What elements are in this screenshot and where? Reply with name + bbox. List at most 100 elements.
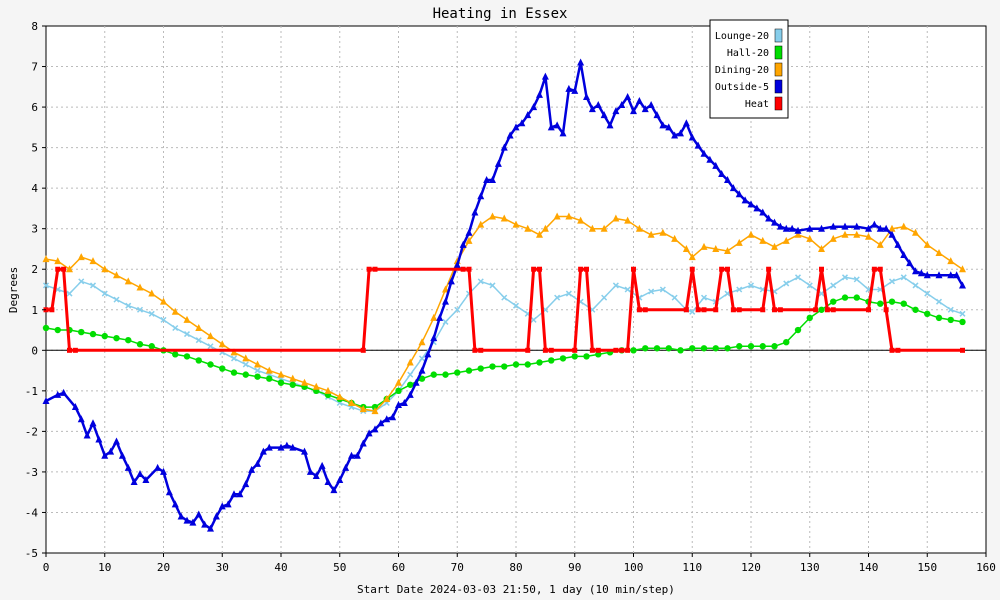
data-point	[624, 216, 632, 224]
data-point	[900, 222, 908, 230]
data-point	[612, 214, 620, 222]
data-point	[465, 367, 473, 374]
data-point	[700, 242, 708, 250]
data-point	[477, 278, 484, 285]
data-point	[442, 285, 449, 293]
data-point	[418, 366, 426, 374]
data-point	[959, 318, 966, 326]
data-point	[713, 307, 719, 313]
data-point	[736, 343, 743, 350]
data-point	[635, 224, 643, 232]
data-point	[631, 266, 636, 272]
data-point	[782, 224, 790, 232]
data-point	[865, 232, 872, 240]
y-tick-label: -3	[25, 466, 38, 479]
data-point	[641, 105, 649, 113]
data-point	[547, 123, 555, 131]
data-point	[218, 502, 226, 510]
data-point	[960, 347, 965, 353]
data-point	[406, 390, 414, 398]
data-point	[741, 196, 749, 204]
y-axis-label: Degrees	[7, 267, 20, 313]
x-tick-label: 100	[624, 561, 644, 574]
data-point	[900, 300, 907, 307]
legend-label-heat: Heat	[745, 99, 769, 110]
data-point	[49, 307, 55, 313]
data-point	[530, 316, 537, 323]
data-point	[877, 266, 883, 272]
data-point	[794, 230, 802, 238]
data-point	[289, 443, 297, 451]
data-point	[395, 387, 402, 395]
data-point	[78, 278, 85, 285]
data-point	[782, 236, 790, 244]
data-point	[712, 345, 719, 352]
data-point	[830, 282, 837, 289]
data-point	[536, 359, 543, 366]
data-point	[442, 297, 449, 305]
data-point	[571, 86, 579, 94]
data-point	[242, 354, 250, 362]
data-point	[712, 244, 720, 252]
data-point	[895, 347, 901, 353]
data-point	[923, 271, 931, 279]
data-point	[224, 500, 232, 508]
y-tick-label: 8	[31, 20, 38, 33]
data-point	[42, 282, 50, 289]
legend-swatch-dining-20	[774, 62, 783, 77]
data-point	[54, 390, 62, 398]
data-point	[348, 451, 355, 459]
data-point	[618, 101, 626, 109]
data-point	[242, 361, 249, 368]
data-point	[747, 200, 755, 208]
data-point	[259, 447, 267, 455]
data-point	[735, 190, 743, 198]
data-point	[160, 467, 167, 475]
data-point	[66, 265, 73, 273]
x-axis-label: Start Date 2024-03-03 21:50, 1 day (10 m…	[357, 583, 675, 596]
data-point	[565, 290, 572, 297]
data-point	[512, 220, 520, 228]
data-point	[207, 524, 214, 532]
data-point	[177, 512, 185, 520]
data-point	[600, 224, 608, 232]
data-point	[265, 366, 273, 374]
data-point	[736, 286, 743, 293]
y-tick-label: 6	[31, 101, 38, 114]
data-point	[724, 246, 731, 254]
data-point	[730, 307, 736, 313]
data-point	[912, 228, 919, 236]
data-point	[389, 413, 397, 421]
data-point	[183, 331, 191, 338]
data-point	[95, 435, 103, 443]
data-point	[306, 467, 314, 475]
data-point	[888, 230, 896, 238]
y-tick-label: 7	[31, 61, 38, 74]
data-point	[218, 340, 226, 348]
data-point	[172, 324, 179, 332]
data-point	[923, 240, 931, 248]
data-point	[819, 266, 824, 272]
data-point	[512, 361, 520, 368]
data-point	[671, 294, 678, 301]
data-point	[882, 224, 890, 232]
data-point	[148, 289, 156, 297]
data-point	[589, 347, 595, 353]
x-tick-label: 140	[859, 561, 879, 574]
data-point	[935, 249, 943, 257]
data-point	[230, 348, 238, 356]
data-point	[489, 363, 496, 370]
data-point	[324, 386, 332, 394]
data-point	[548, 347, 554, 353]
data-point	[125, 302, 132, 309]
data-point	[500, 214, 508, 222]
data-point	[277, 443, 285, 451]
data-point	[554, 294, 561, 301]
data-point	[783, 280, 790, 287]
chart-title: Heating in Essex	[433, 6, 568, 22]
data-point	[336, 392, 344, 400]
data-point	[613, 347, 619, 353]
data-point	[67, 347, 72, 353]
data-point	[747, 343, 755, 350]
data-point	[165, 488, 173, 496]
